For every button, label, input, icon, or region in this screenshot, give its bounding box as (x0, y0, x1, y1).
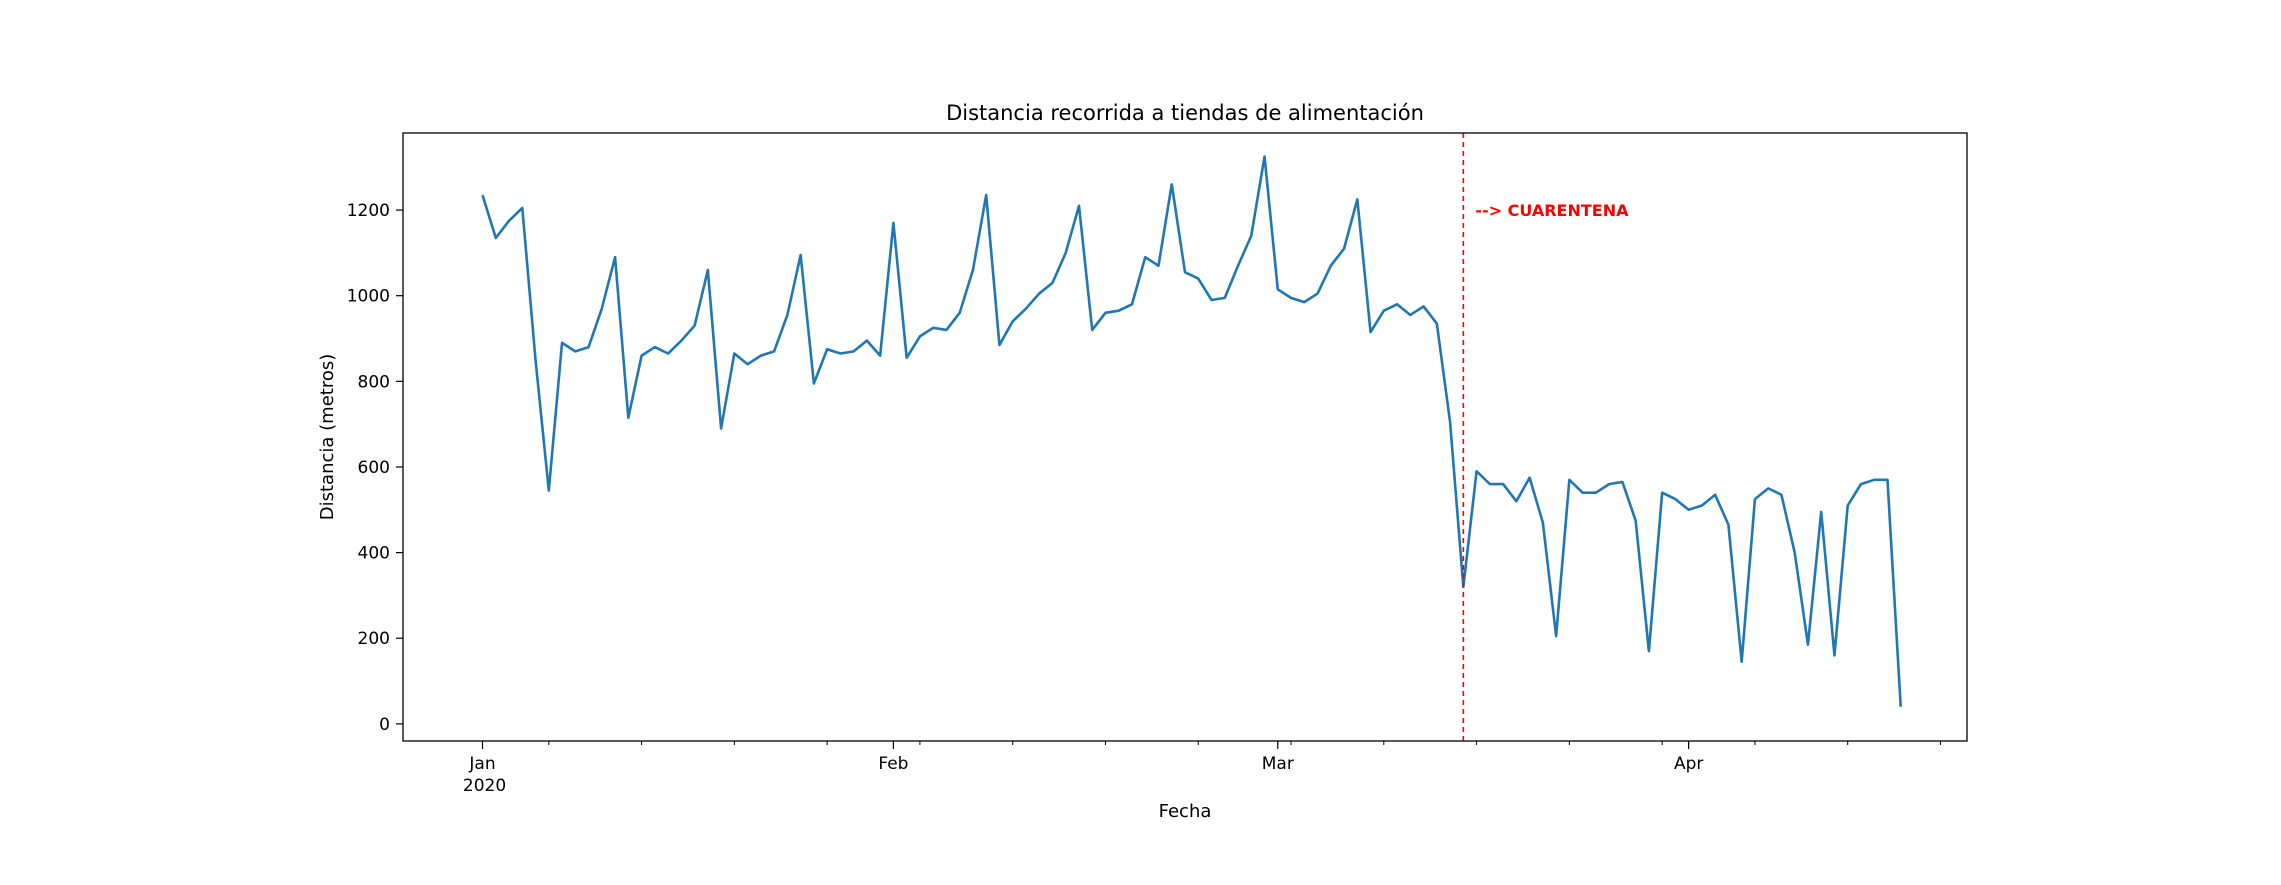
y-tick-label: 0 (379, 715, 390, 735)
quarantine-label: --> CUARENTENA (1475, 201, 1629, 220)
series-line (481, 155, 1903, 707)
y-axis: 0 200 400 600 800 1000 1200 (347, 201, 403, 735)
y-axis-label: Distancia (metros) (317, 354, 338, 521)
y-tick-label: 600 (358, 458, 390, 478)
x-tick-label: Feb (878, 754, 908, 774)
y-tick-label: 400 (358, 544, 390, 564)
y-tick-label: 200 (358, 629, 390, 649)
y-tick-label: 800 (358, 372, 390, 392)
x-axis-label: Fecha (1159, 801, 1212, 822)
y-tick-label: 1000 (347, 287, 390, 307)
x-tick-label: Jan (468, 754, 495, 774)
x-tick-label: Apr (1674, 754, 1703, 774)
plot-frame (402, 132, 1968, 742)
chart-title: Distancia recorrida a tiendas de aliment… (946, 101, 1424, 125)
y-tick-label: 1200 (347, 201, 390, 221)
plot-area: --> CUARENTENA (402, 132, 1968, 742)
x-tick-sublabel: 2020 (463, 776, 506, 796)
x-tick-label: Mar (1262, 754, 1294, 774)
